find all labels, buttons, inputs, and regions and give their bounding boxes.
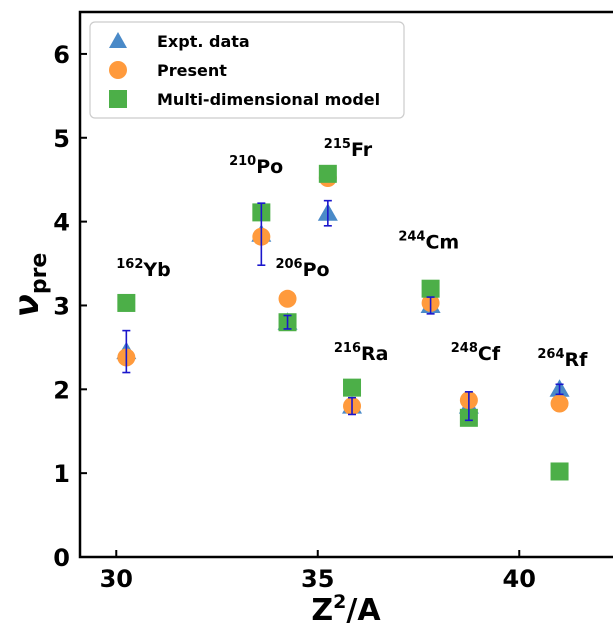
x-axis-label-rest: /A bbox=[346, 593, 381, 628]
y-axis-label-sub: pre bbox=[27, 253, 52, 295]
legend-label-present: Present bbox=[157, 61, 227, 80]
nuclide-mass: 248 bbox=[451, 341, 478, 356]
y-axis-label-main: ν bbox=[7, 294, 47, 317]
nuclide-element: Yb bbox=[142, 259, 170, 281]
plot-frame bbox=[78, 10, 613, 559]
nuclide-mass: 216 bbox=[334, 341, 361, 356]
y-tick-label: 4 bbox=[53, 209, 70, 237]
nuclide-mass: 210 bbox=[229, 154, 256, 169]
model-point bbox=[550, 462, 569, 481]
x-tick-label: 30 bbox=[100, 565, 133, 593]
legend-label-expt: Expt. data bbox=[157, 32, 250, 51]
nuclide-mass: 244 bbox=[398, 229, 425, 244]
nuclide-element: Rf bbox=[565, 349, 589, 371]
nuclide-label: 216Ra bbox=[334, 341, 389, 365]
legend-marker-model bbox=[109, 90, 127, 108]
y-tick-label: 3 bbox=[53, 292, 70, 320]
model-point bbox=[343, 378, 362, 397]
y-tick-label: 2 bbox=[53, 376, 70, 404]
model-point bbox=[318, 164, 337, 183]
legend-box bbox=[89, 21, 405, 119]
x-axis-label-main: Z bbox=[311, 593, 333, 628]
nuclide-mass: 162 bbox=[116, 257, 143, 272]
nuclide-label: 244Cm bbox=[398, 229, 459, 253]
x-tick-label: 35 bbox=[301, 565, 334, 593]
x-tick-label: 40 bbox=[503, 565, 536, 593]
nuclide-label: 206Po bbox=[275, 257, 329, 281]
present-point bbox=[550, 394, 569, 413]
model-point bbox=[421, 279, 440, 298]
nuclide-label: 264Rf bbox=[537, 347, 588, 371]
nuclide-element: Cf bbox=[478, 343, 501, 365]
y-tick-label: 6 bbox=[53, 41, 70, 69]
nuclide-element: Ra bbox=[361, 343, 388, 365]
nuclide-element: Po bbox=[303, 259, 330, 281]
legend-label-model: Multi-dimensional model bbox=[157, 90, 380, 109]
legend-marker-present bbox=[109, 61, 127, 79]
y-tick-label: 5 bbox=[53, 125, 70, 153]
x-axis-label-sup: 2 bbox=[333, 591, 346, 613]
nuclide-element: Po bbox=[256, 156, 283, 178]
y-tick-label: 1 bbox=[53, 460, 70, 488]
y-tick-label: 0 bbox=[53, 544, 70, 572]
data-marks bbox=[116, 164, 570, 481]
nuclide-label: 210Po bbox=[229, 154, 283, 178]
nuclide-mass: 264 bbox=[537, 347, 564, 362]
nuclide-element: Fr bbox=[351, 139, 373, 161]
nuclide-mass: 215 bbox=[324, 137, 351, 152]
legend-marker-expt bbox=[109, 32, 127, 48]
nuclide-label: 248Cf bbox=[451, 341, 501, 365]
nuclide-label: 162Yb bbox=[116, 257, 170, 281]
nuclide-label: 215Fr bbox=[324, 137, 373, 161]
legend: Expt. data Present Multi-dimensional mod… bbox=[89, 21, 405, 119]
model-point bbox=[117, 293, 136, 312]
nuclide-element: Cm bbox=[425, 231, 459, 253]
present-point bbox=[278, 289, 297, 308]
x-axis-label: Z2/A bbox=[311, 591, 381, 628]
y-axis-label: νpre bbox=[7, 253, 52, 318]
nuclide-mass: 206 bbox=[275, 257, 302, 272]
